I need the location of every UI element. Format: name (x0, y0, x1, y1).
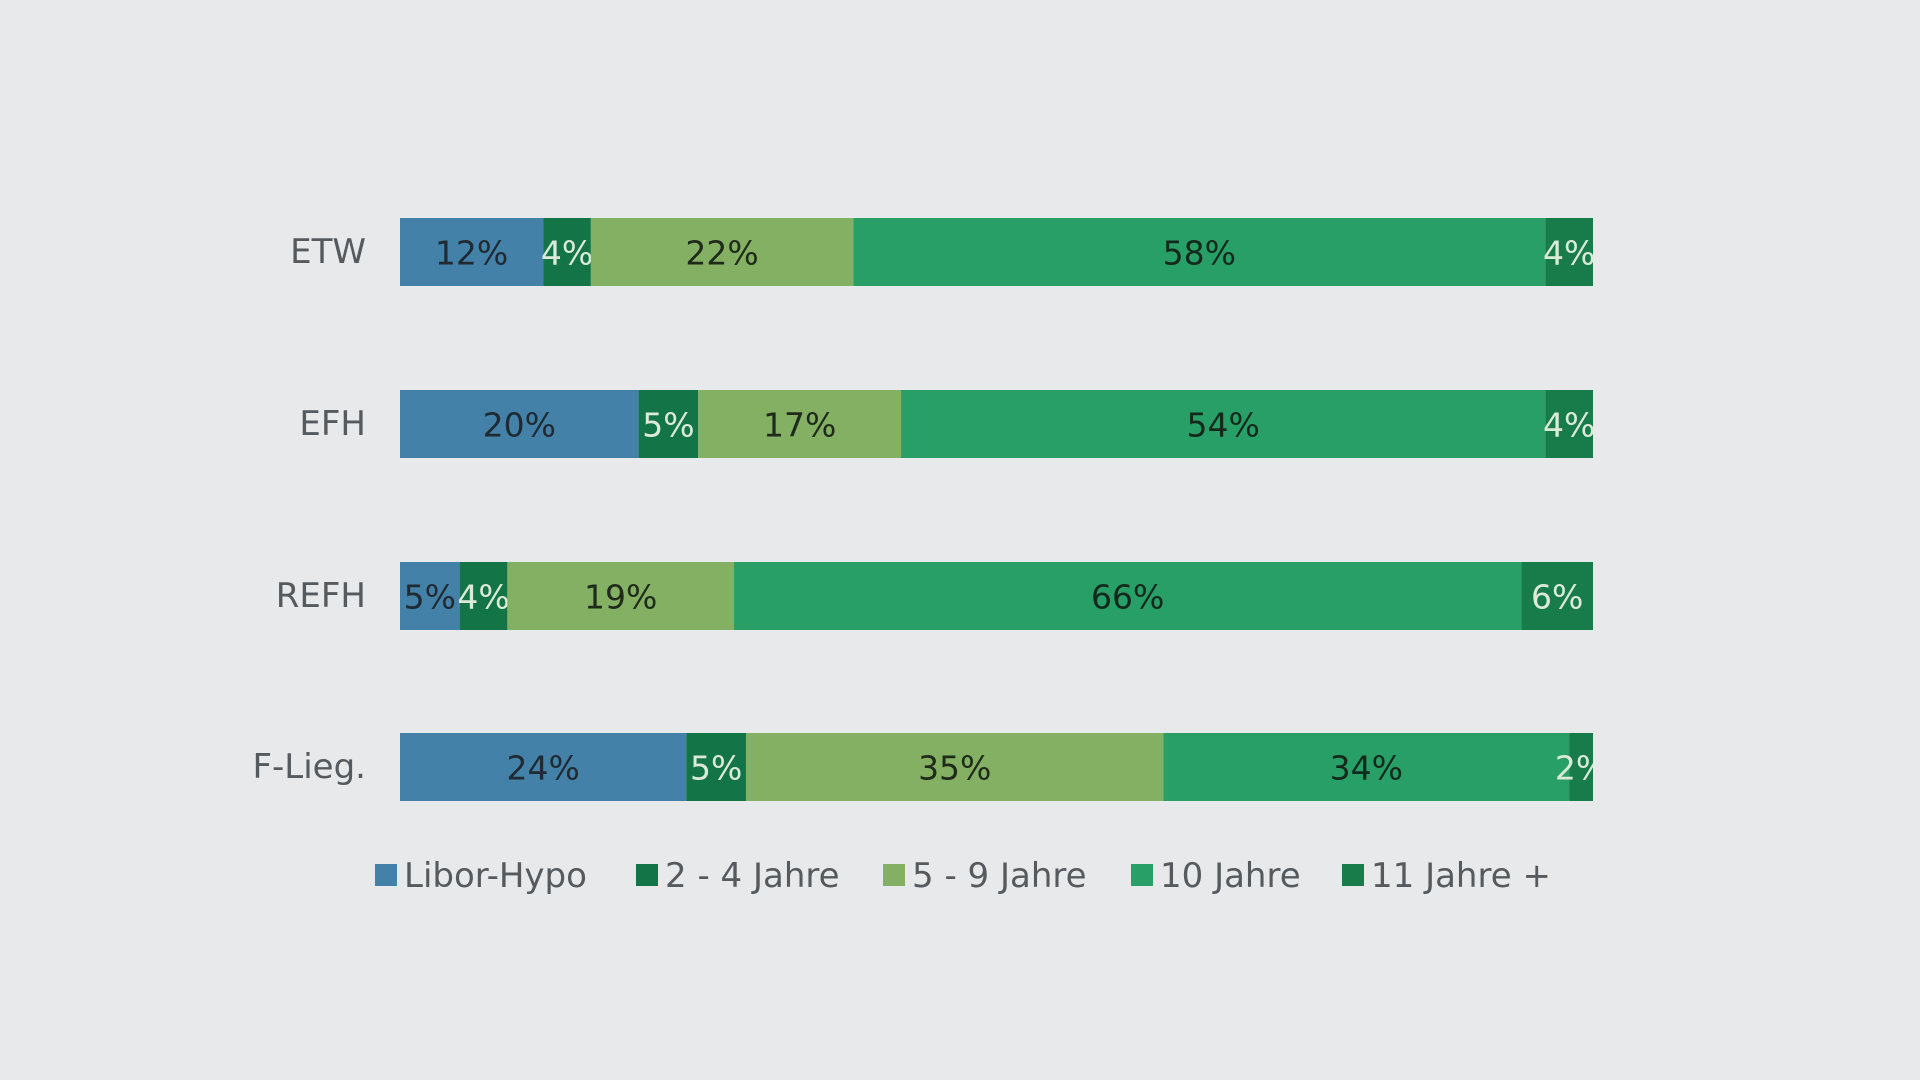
bar-segment-efh-series-4 (1545, 390, 1593, 458)
bars-layer: ETW 12% 4% 22% 58% 4%EFH 20% 5% 17% 54% 4%REFH 5% 4%… (252, 218, 1607, 801)
data-label-f-lieg-series-1: 5% (690, 749, 742, 788)
legend-label-0: Libor-Hypo (404, 856, 587, 896)
bar-segment-efh-series-1 (638, 390, 699, 458)
data-label-f-lieg-series-0: 24% (506, 749, 579, 788)
bar-segment-refh-series-2 (507, 562, 735, 630)
data-label-etw-series-1: 4% (541, 234, 593, 273)
legend: Libor-Hypo 2 - 4 Jahre 5 - 9 Jahre 10 Jahre… (375, 856, 1551, 896)
data-label-etw-series-3: 58% (1163, 234, 1236, 273)
legend-swatch-3 (1131, 864, 1153, 886)
data-label-efh-series-3: 54% (1186, 406, 1259, 445)
data-label-etw-series-0: 12% (435, 234, 508, 273)
bar-segment-etw-series-0 (400, 218, 544, 286)
bar-segment-refh-series-3 (734, 562, 1522, 630)
bar-segment-f-lieg-series-1 (686, 733, 746, 801)
bar-segment-f-lieg-series-4 (1569, 733, 1593, 801)
bar-segment-efh-series-0 (400, 390, 639, 458)
data-label-refh-series-2: 19% (584, 578, 657, 617)
data-label-efh-series-4: 4% (1543, 406, 1595, 445)
bar-segment-etw-series-3 (853, 218, 1546, 286)
bar-segment-f-lieg-series-0 (400, 733, 687, 801)
bar-segment-f-lieg-series-2 (745, 733, 1164, 801)
bar-segment-efh-series-2 (698, 390, 902, 458)
legend-swatch-0 (375, 864, 397, 886)
category-label-efh: EFH (299, 404, 366, 444)
category-label-f-lieg: F-Lieg. (252, 747, 366, 787)
data-label-refh-series-3: 66% (1091, 578, 1164, 617)
legend-label-1: 2 - 4 Jahre (665, 856, 840, 896)
data-label-efh-series-2: 17% (763, 406, 836, 445)
bar-segment-etw-series-1 (543, 218, 591, 286)
legend-label-4: 11 Jahre + (1371, 856, 1551, 896)
data-label-efh-series-0: 20% (483, 406, 556, 445)
legend-swatch-1 (636, 864, 658, 886)
data-label-efh-series-1: 5% (642, 406, 694, 445)
bar-segment-efh-series-3 (901, 390, 1546, 458)
bar-segment-etw-series-2 (590, 218, 854, 286)
bar-segment-refh-series-1 (459, 562, 508, 630)
data-label-f-lieg-series-4: 2% (1555, 749, 1607, 788)
legend-swatch-2 (883, 864, 905, 886)
data-label-refh-series-1: 4% (457, 578, 509, 617)
category-label-etw: ETW (290, 232, 366, 272)
data-label-refh-series-0: 5% (404, 578, 456, 617)
bar-segment-etw-series-4 (1545, 218, 1593, 286)
data-label-etw-series-2: 22% (685, 234, 758, 273)
legend-label-3: 10 Jahre (1160, 856, 1301, 896)
bar-segment-refh-series-4 (1521, 562, 1593, 630)
data-label-f-lieg-series-3: 34% (1330, 749, 1403, 788)
data-label-etw-series-4: 4% (1543, 234, 1595, 273)
bar-segment-refh-series-0 (400, 562, 460, 630)
legend-swatch-4 (1342, 864, 1364, 886)
bar-segment-f-lieg-series-3 (1163, 733, 1570, 801)
data-label-refh-series-4: 6% (1531, 578, 1583, 617)
legend-label-2: 5 - 9 Jahre (912, 856, 1087, 896)
category-label-refh: REFH (276, 576, 366, 616)
data-label-f-lieg-series-2: 35% (918, 749, 991, 788)
